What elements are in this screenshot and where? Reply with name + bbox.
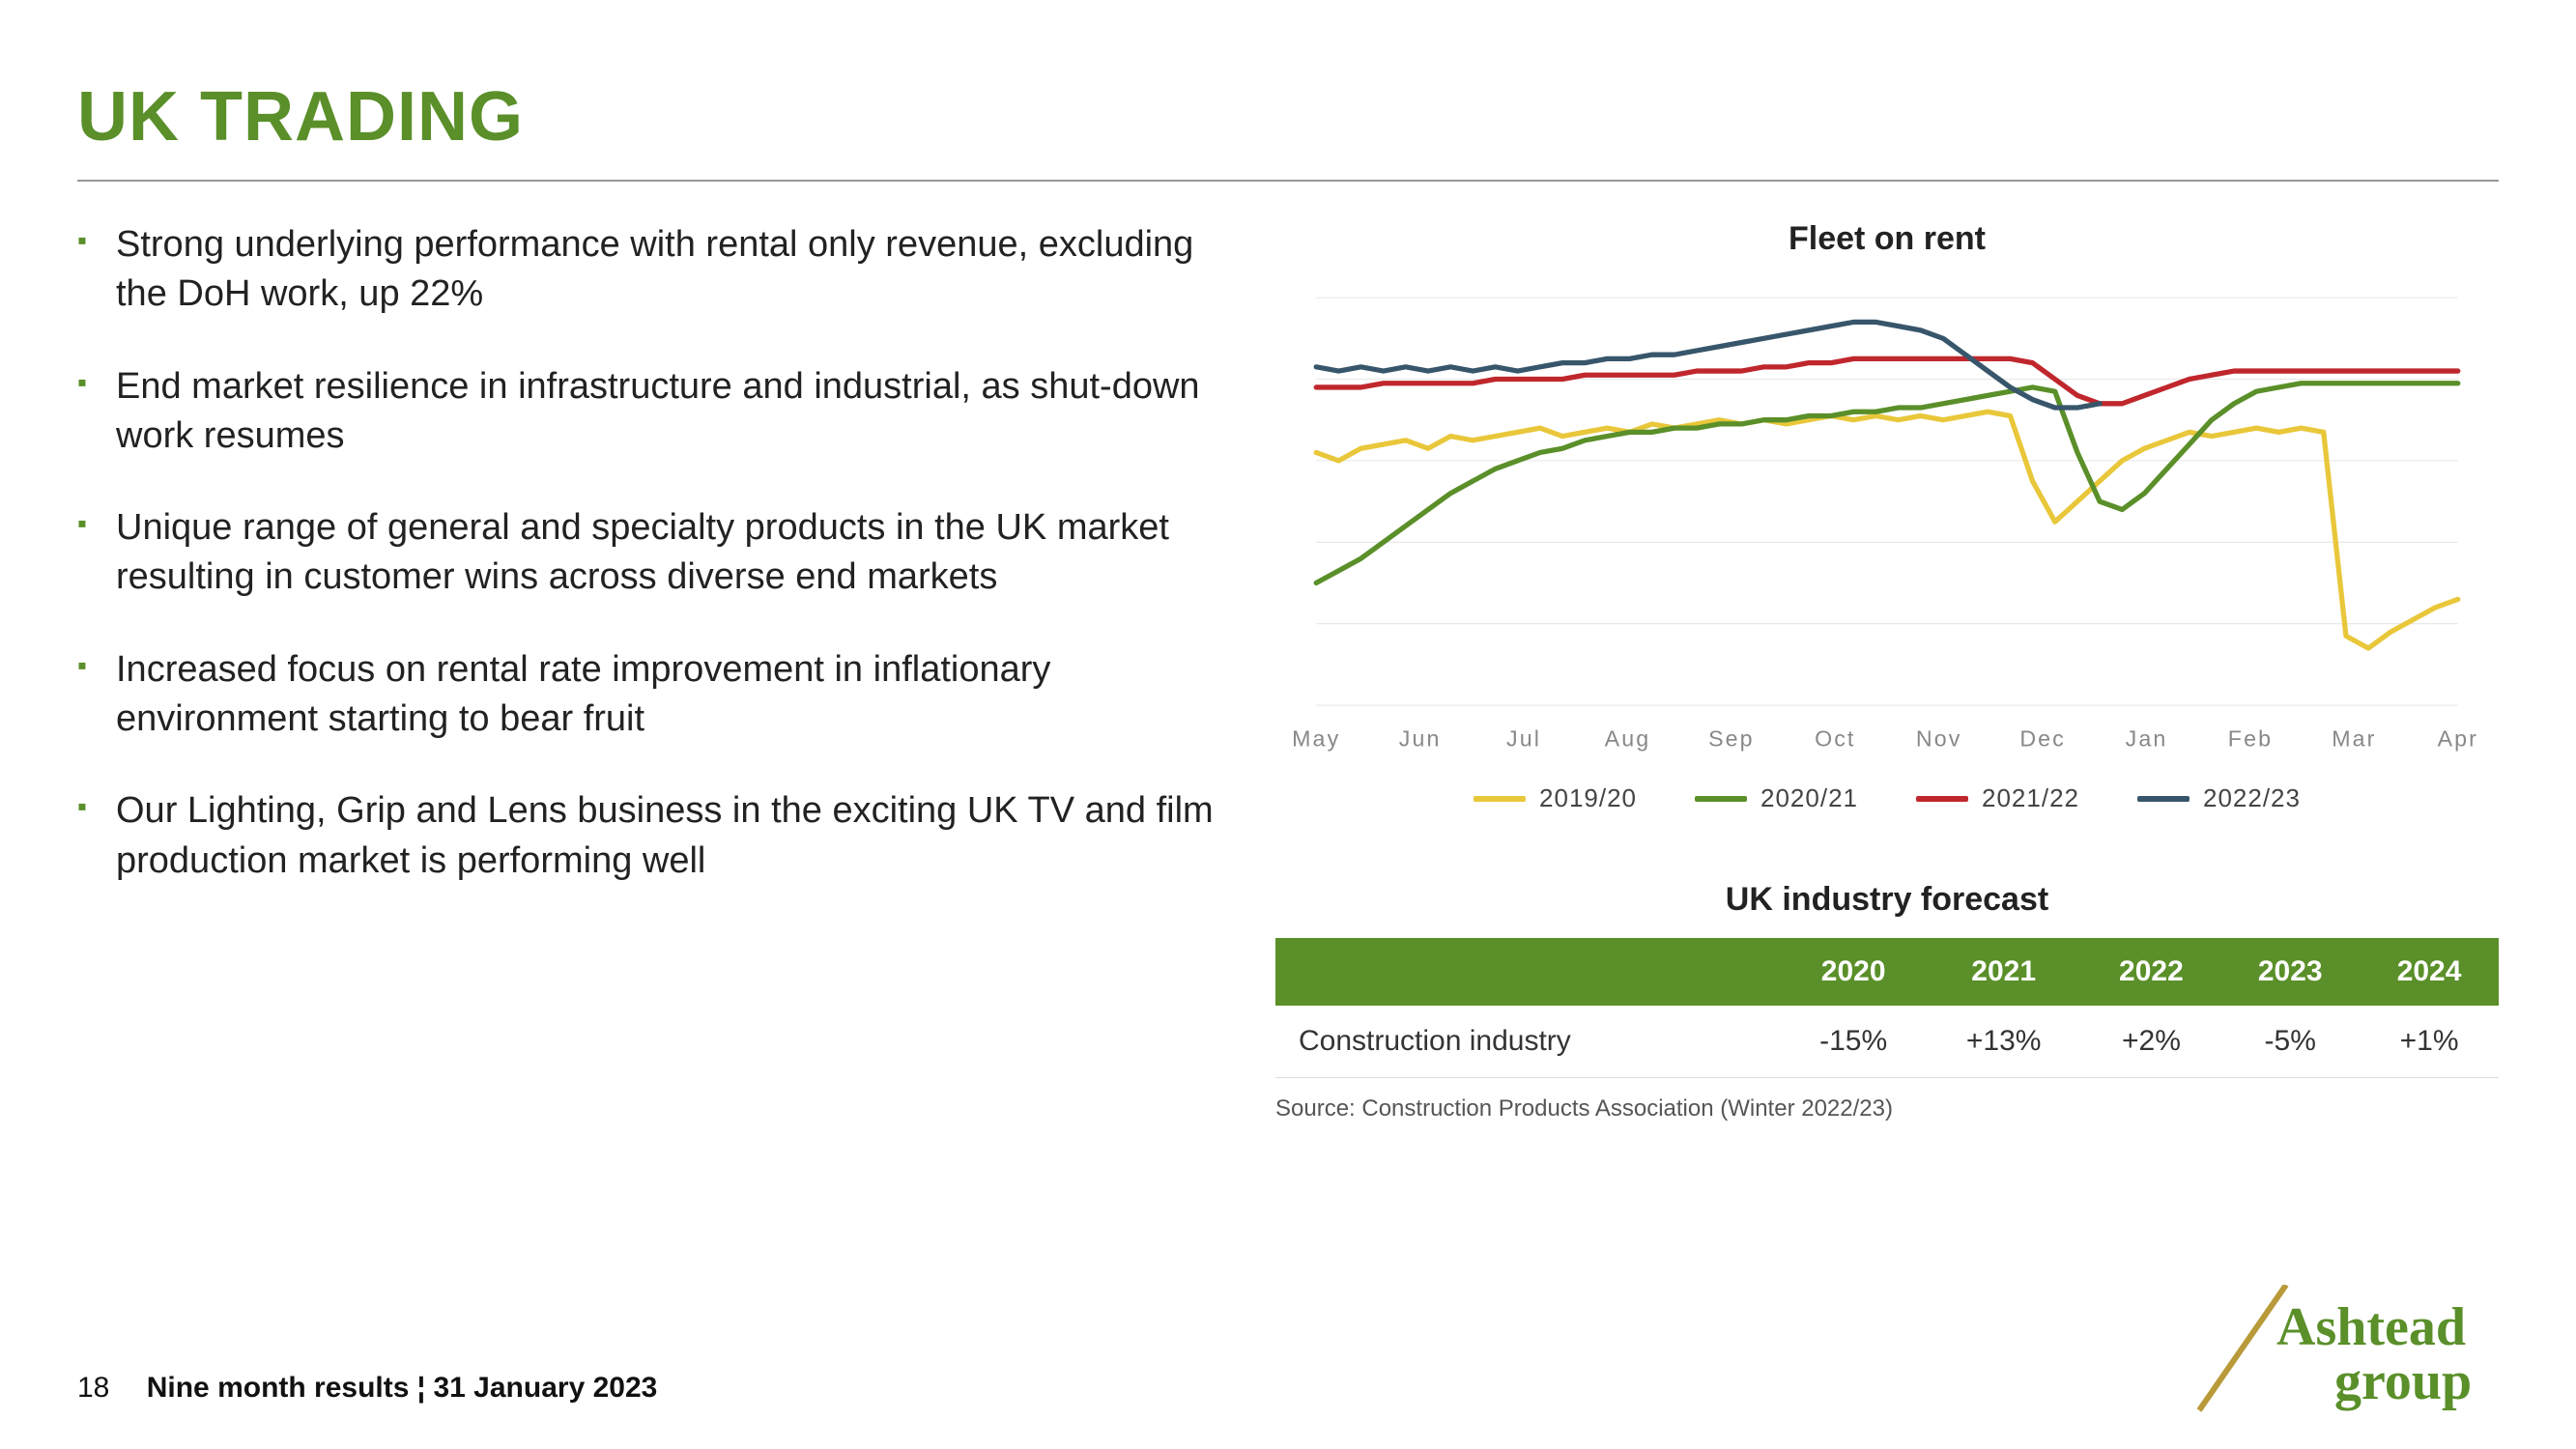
chart-legend: 2019/20 2020/21 2021/22 2022/23 [1275,783,2499,813]
bullet-item: Increased focus on rental rate improveme… [77,645,1217,745]
legend-label: 2020/21 [1760,783,1858,813]
x-axis-label: Jul [1506,725,1541,751]
chart-series-2019/20 [1316,412,2458,648]
legend-swatch [2137,796,2190,802]
table-cell: +2% [2082,1006,2221,1078]
svg-text:group: group [2334,1351,2472,1411]
x-axis-label: May [1292,725,1340,751]
bullet-item: Strong underlying performance with renta… [77,220,1217,320]
slide-footer: 18 Nine month results ¦ 31 January 2023 [77,1372,657,1405]
table-header-cell: 2020 [1782,938,1926,1006]
legend-label: 2019/20 [1539,783,1637,813]
table-header-cell: 2024 [2360,938,2499,1006]
forecast-section: UK industry forecast 2020202120222023202… [1275,881,2499,1122]
table-header-cell [1275,938,1782,1006]
x-axis-label: Apr [2438,725,2478,751]
table-header-cell: 2022 [2082,938,2221,1006]
charts-column: Fleet on rent May Jun Jul Aug Sep Oct Nov Dec Ja… [1275,220,2499,1122]
legend-swatch [1916,796,1968,802]
x-axis-label: Sep [1708,725,1755,751]
svg-text:Ashtead: Ashtead [2276,1297,2466,1357]
table-cell: -15% [1782,1006,1926,1078]
fleet-on-rent-chart: May Jun Jul Aug Sep Oct Nov Dec Jan Feb Mar Apr [1275,277,2499,766]
x-axis-label: Nov [1916,725,1962,751]
table-header-cell: 2023 [2220,938,2360,1006]
bullet-list: Strong underlying performance with renta… [77,220,1217,886]
forecast-title: UK industry forecast [1275,881,2499,919]
two-column-layout: Strong underlying performance with renta… [77,220,2499,1122]
x-axis-label: Oct [1815,725,1855,751]
title-divider [77,180,2499,182]
forecast-table: 20202021202220232024Construction industr… [1275,938,2499,1078]
bullet-column: Strong underlying performance with renta… [77,220,1217,1122]
forecast-source: Source: Construction Products Associatio… [1275,1095,2499,1122]
legend-swatch [1474,796,1526,802]
x-axis-label: Dec [2019,725,2066,751]
table-header-cell: 2021 [1926,938,2082,1006]
fleet-chart-section: Fleet on rent May Jun Jul Aug Sep Oct Nov Dec Ja… [1275,220,2499,813]
x-axis-label: Jan [2126,725,2168,751]
chart-series-2020/21 [1316,384,2458,583]
page-number: 18 [77,1372,109,1405]
legend-item: 2021/22 [1916,783,2079,813]
chart-title: Fleet on rent [1275,220,2499,258]
bullet-item: Unique range of general and specialty pr… [77,503,1217,603]
x-axis-label: Mar [2332,725,2376,751]
table-row: Construction industry-15%+13%+2%-5%+1% [1275,1006,2499,1078]
legend-swatch [1695,796,1747,802]
footer-text: Nine month results ¦ 31 January 2023 [147,1372,658,1404]
legend-label: 2021/22 [1982,783,2079,813]
table-cell: +1% [2360,1006,2499,1078]
bullet-item: Our Lighting, Grip and Lens business in … [77,786,1217,886]
page-title: UK TRADING [77,77,2499,156]
legend-item: 2022/23 [2137,783,2301,813]
legend-item: 2019/20 [1474,783,1637,813]
x-axis-label: Feb [2228,725,2273,751]
legend-item: 2020/21 [1695,783,1858,813]
x-axis-label: Jun [1399,725,1442,751]
ashtead-group-logo: Ashtead group [2190,1285,2499,1420]
x-axis-label: Aug [1605,725,1651,751]
slide: UK TRADING Strong underlying performance… [0,0,2576,1449]
table-cell: +13% [1926,1006,2082,1078]
bullet-item: End market resilience in infrastructure … [77,362,1217,462]
table-cell: -5% [2220,1006,2360,1078]
legend-label: 2022/23 [2203,783,2301,813]
chart-series-2021/22 [1316,358,2458,403]
table-cell: Construction industry [1275,1006,1782,1078]
